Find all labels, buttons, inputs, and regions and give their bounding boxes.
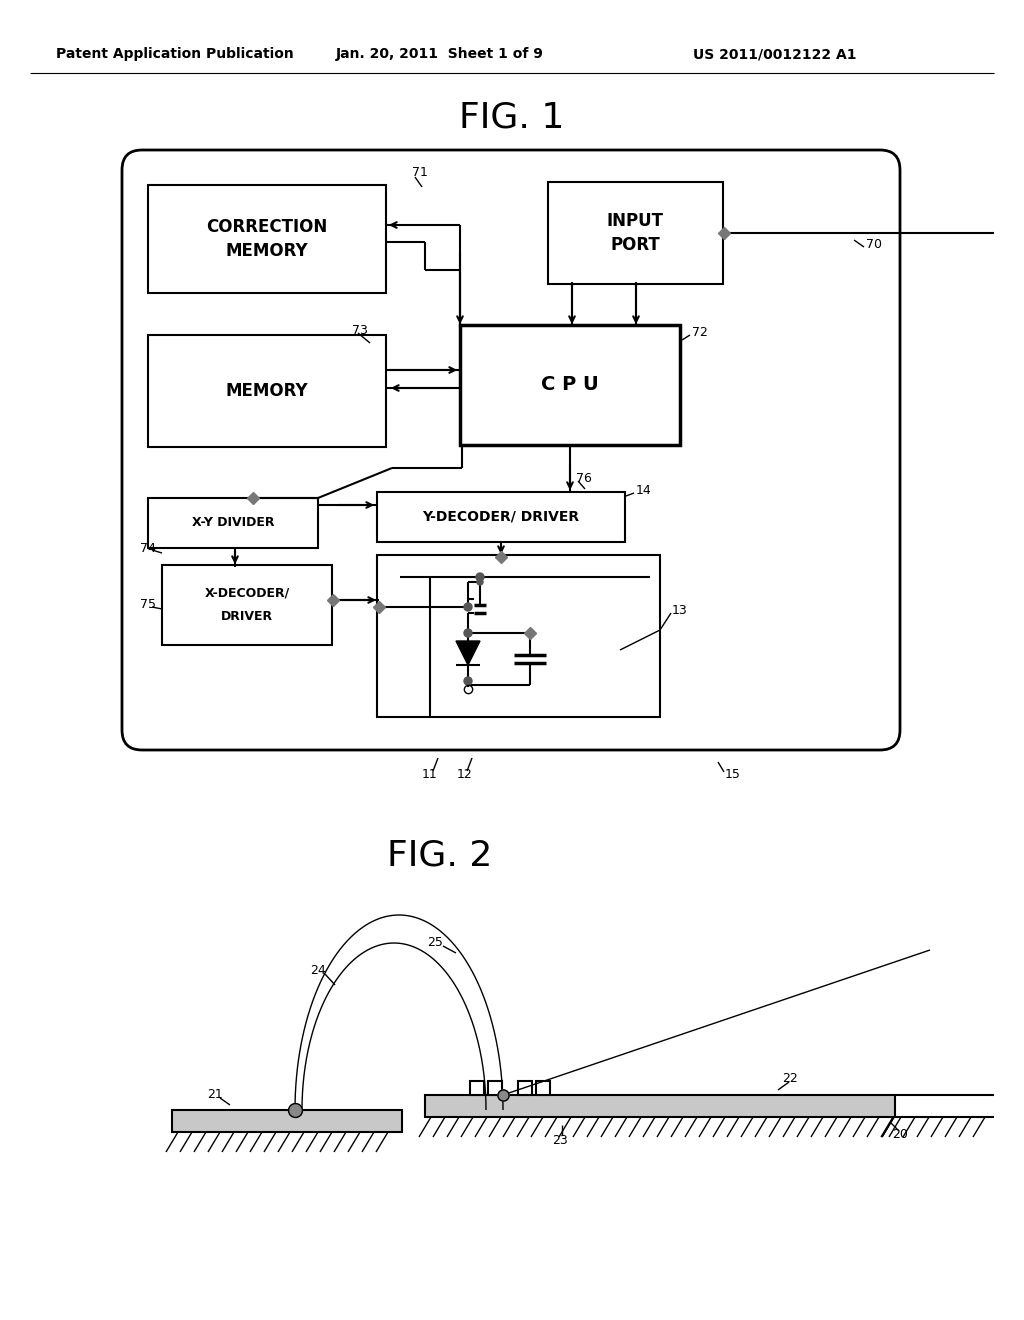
- Text: US 2011/0012122 A1: US 2011/0012122 A1: [693, 48, 857, 61]
- Circle shape: [477, 579, 483, 585]
- Bar: [172, 1110, 402, 1133]
- Text: 73: 73: [352, 323, 368, 337]
- Text: 20: 20: [892, 1129, 908, 1142]
- Text: PORT: PORT: [610, 236, 660, 253]
- FancyBboxPatch shape: [122, 150, 900, 750]
- Text: Y-DECODER/ DRIVER: Y-DECODER/ DRIVER: [423, 510, 580, 524]
- Bar: [377, 492, 625, 543]
- Text: 24: 24: [310, 964, 326, 977]
- Text: 14: 14: [636, 483, 651, 496]
- Text: 15: 15: [725, 768, 741, 781]
- Text: Jan. 20, 2011  Sheet 1 of 9: Jan. 20, 2011 Sheet 1 of 9: [336, 48, 544, 61]
- Text: 71: 71: [412, 165, 428, 178]
- Bar: [536, 1081, 550, 1096]
- Bar: [518, 1081, 532, 1096]
- Text: 11: 11: [422, 768, 438, 781]
- Text: FIG. 1: FIG. 1: [460, 100, 564, 135]
- Text: X-Y DIVIDER: X-Y DIVIDER: [191, 516, 274, 529]
- Bar: [377, 554, 660, 717]
- Circle shape: [464, 677, 472, 685]
- Polygon shape: [456, 642, 480, 665]
- Text: FIG. 2: FIG. 2: [387, 838, 493, 873]
- Text: 23: 23: [552, 1134, 568, 1147]
- Bar: [488, 1081, 502, 1096]
- Text: INPUT: INPUT: [607, 213, 664, 230]
- Text: 25: 25: [427, 936, 443, 949]
- Text: 74: 74: [140, 541, 156, 554]
- Bar: [460, 325, 680, 445]
- Bar: [162, 565, 332, 645]
- Bar: [470, 1081, 484, 1096]
- Text: Patent Application Publication: Patent Application Publication: [56, 48, 294, 61]
- Bar: [148, 498, 318, 548]
- Text: MEMORY: MEMORY: [225, 242, 308, 260]
- Text: 70: 70: [866, 239, 882, 252]
- Circle shape: [464, 603, 472, 611]
- Text: MEMORY: MEMORY: [225, 381, 308, 400]
- Circle shape: [464, 630, 472, 638]
- Circle shape: [476, 573, 484, 581]
- Text: 12: 12: [457, 768, 473, 781]
- Bar: [425, 1096, 895, 1117]
- Text: X-DECODER/: X-DECODER/: [205, 586, 290, 599]
- Text: 76: 76: [575, 471, 592, 484]
- Bar: [148, 185, 386, 293]
- Text: C P U: C P U: [541, 375, 599, 395]
- Text: CORRECTION: CORRECTION: [207, 218, 328, 236]
- Text: 22: 22: [782, 1072, 798, 1085]
- Bar: [148, 335, 386, 447]
- Bar: [548, 182, 723, 284]
- Text: 72: 72: [692, 326, 708, 338]
- Text: DRIVER: DRIVER: [221, 610, 273, 623]
- Text: 75: 75: [140, 598, 156, 611]
- Text: 13: 13: [672, 603, 688, 616]
- Text: 21: 21: [207, 1089, 223, 1101]
